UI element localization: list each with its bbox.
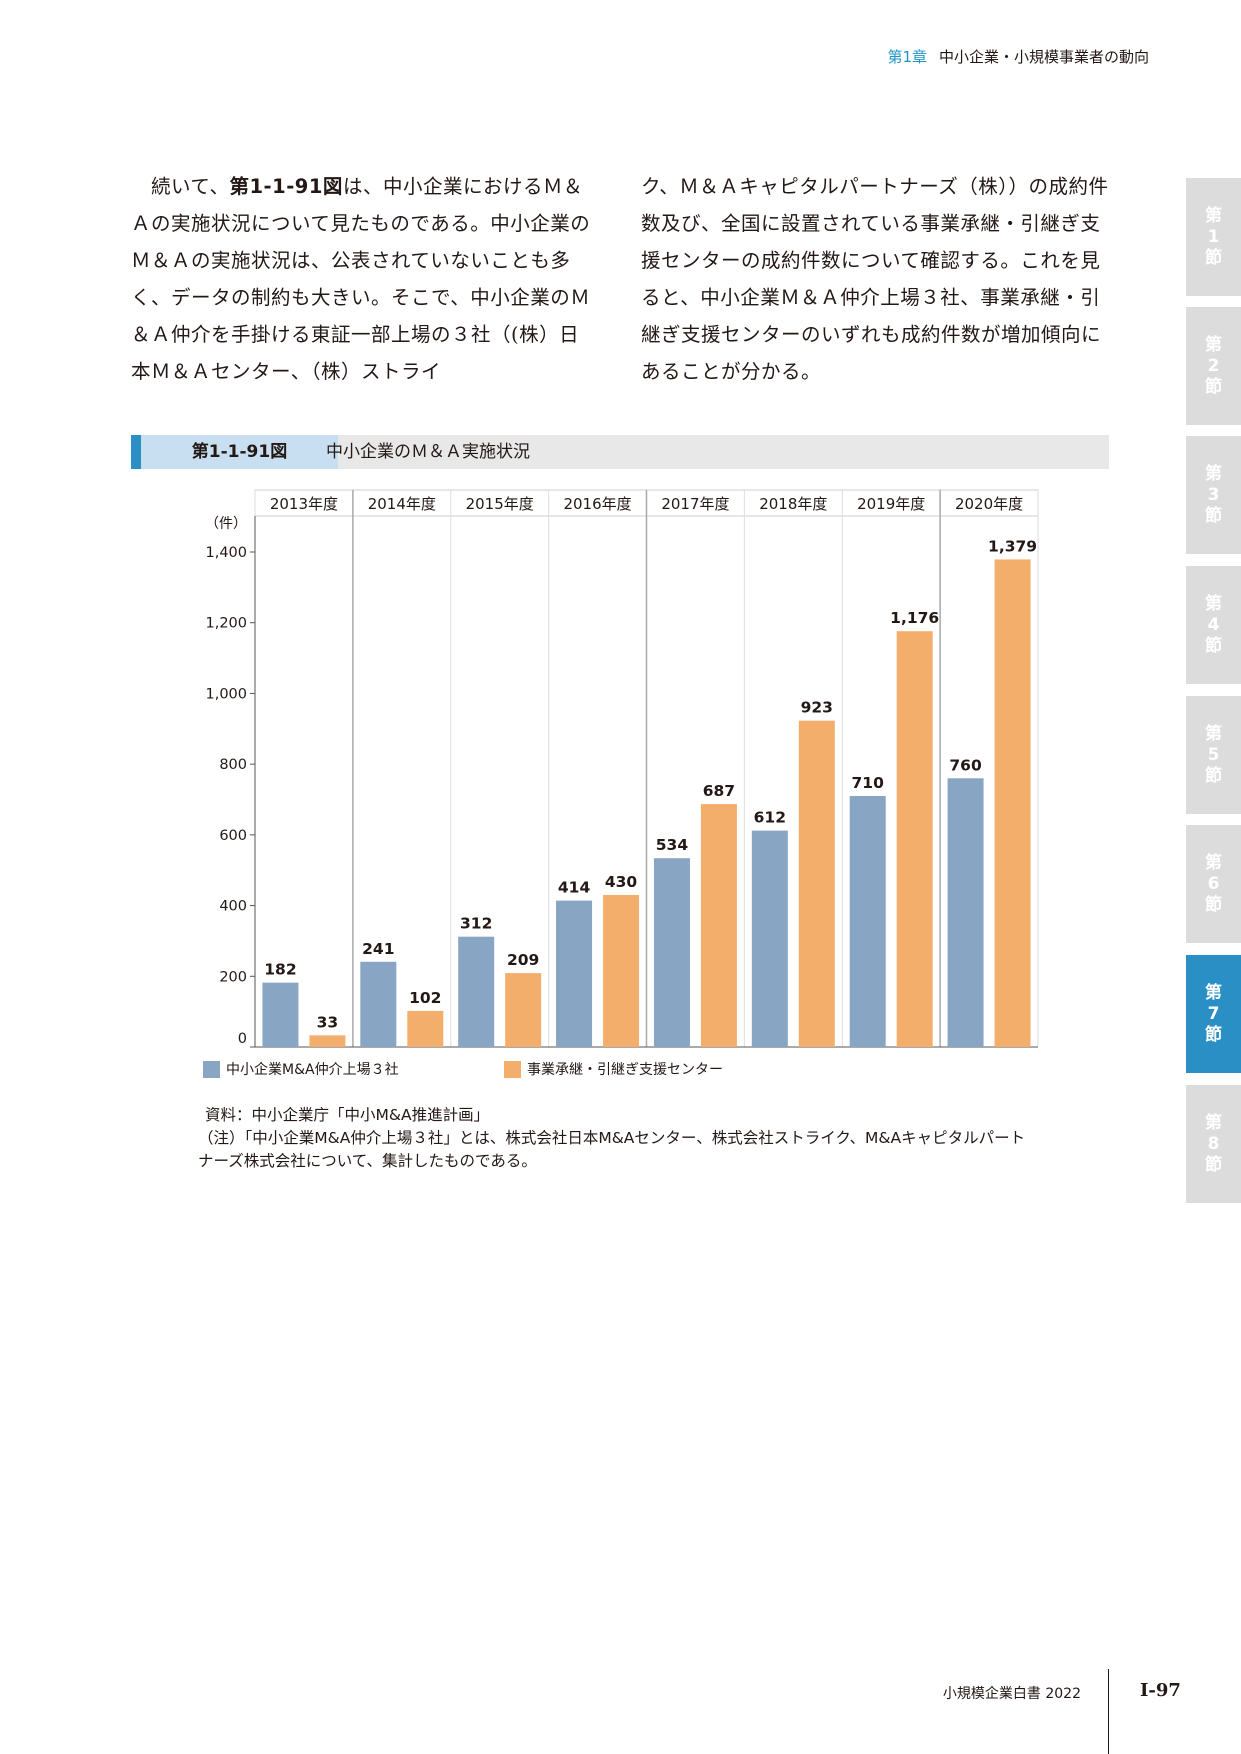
x-category-label: 2019年度: [857, 495, 925, 513]
legend-label-b: 事業承継・引継ぎ支援センター: [527, 1062, 723, 1078]
data-label-support-center: 33: [317, 1013, 339, 1031]
y-tick-label: 200: [219, 969, 247, 985]
data-label-listed-3: 241: [362, 940, 394, 958]
data-label-listed-3: 760: [949, 756, 982, 774]
figure-header: 第1-1-91図 中小企業のＭ＆Ａ実施状況: [131, 435, 1109, 469]
data-label-listed-3: 534: [656, 836, 689, 854]
y-axis-unit: （件）: [205, 516, 247, 532]
body-left-pre: 続いて、: [151, 175, 230, 198]
data-label-support-center: 923: [801, 699, 833, 717]
bar-support-center: [505, 973, 542, 1047]
x-category-label: 2018年度: [759, 495, 827, 513]
chapter-header: 第1章 中小企業・小規模事業者の動向: [887, 46, 1149, 67]
y-tick-label: 1,400: [205, 545, 247, 561]
figure-number: 第1-1-91図: [141, 435, 338, 469]
data-label-listed-3: 414: [558, 879, 591, 897]
bar-listed-3: [458, 936, 495, 1047]
data-label-support-center: 1,176: [890, 609, 939, 627]
bar-support-center: [798, 720, 835, 1047]
y-tick-label: 400: [219, 899, 247, 915]
bar-support-center: [603, 894, 640, 1047]
legend-swatch-b: [504, 1060, 521, 1078]
bar-support-center: [407, 1010, 444, 1047]
footer-book-title: 小規模企業白書 2022: [942, 1686, 1081, 1702]
legend-item-b: 事業承継・引継ぎ支援センター: [504, 1059, 723, 1079]
data-label-support-center: 687: [703, 782, 735, 800]
figure-reference[interactable]: 第1-1-91図: [229, 175, 343, 198]
x-category-label: 2016年度: [563, 495, 631, 513]
bar-listed-3: [849, 795, 886, 1047]
x-category-label: 2015年度: [466, 495, 534, 513]
bar-support-center: [309, 1035, 346, 1047]
bar-listed-3: [360, 961, 397, 1047]
bar-listed-3: [947, 778, 984, 1047]
body-left-post: は、中小企業におけるＭ＆Ａの実施状況について見たものである。中小企業のＭ＆Ａの実…: [131, 175, 591, 383]
bar-support-center: [896, 631, 933, 1047]
chapter-number: 第1章: [887, 48, 927, 66]
data-label-listed-3: 710: [852, 774, 885, 792]
y-tick-label: 0: [238, 1031, 247, 1047]
y-tick-label: 600: [219, 828, 247, 844]
bar-listed-3: [653, 858, 690, 1047]
y-tick-label: 1,000: [205, 686, 247, 702]
bar-chart: 0 200 400 600 800 1,000 1,200 1,400 （件） 2013年度 201…: [205, 489, 1039, 1048]
body-text-right: ク、Ｍ＆Ａキャピタルパートナーズ（株））の成約件数及び、全国に設置されている事業…: [641, 168, 1109, 390]
data-label-support-center: 209: [507, 951, 539, 969]
page-number: Ⅰ-97: [1140, 1680, 1181, 1701]
footnote: （注）「中小企業M&A仲介上場３社」とは、株式会社日本M&Aセンター、株式会社ス…: [198, 1129, 1026, 1170]
footer-divider: [1108, 1669, 1109, 1754]
data-label-support-center: 1,379: [988, 537, 1037, 555]
data-label-listed-3: 182: [264, 961, 296, 979]
x-category-label: 2017年度: [661, 495, 729, 513]
bar-listed-3: [262, 982, 299, 1047]
data-label-support-center: 102: [409, 989, 441, 1007]
bar-listed-3: [751, 830, 788, 1047]
y-tick-label: 1,200: [205, 616, 247, 632]
x-category-label: 2014年度: [368, 495, 436, 513]
legend-item-a: 中小企業M&A仲介上場３社: [203, 1059, 399, 1079]
data-label-support-center: 430: [605, 873, 638, 891]
source-note: 資料：中小企業庁「中小M&A推進計画」: [205, 1106, 490, 1124]
y-tick-label: 800: [219, 757, 247, 773]
x-category-label: 2013年度: [270, 495, 338, 513]
bar-support-center: [994, 559, 1031, 1047]
bar-support-center: [700, 804, 737, 1047]
x-category-label: 2020年度: [955, 495, 1023, 513]
data-label-listed-3: 312: [460, 915, 492, 933]
chapter-title: 中小企業・小規模事業者の動向: [938, 48, 1149, 66]
figure-title: 中小企業のＭ＆Ａ実施状況: [326, 442, 530, 462]
legend-label-a: 中小企業M&A仲介上場３社: [226, 1062, 399, 1078]
bar-listed-3: [556, 900, 593, 1047]
body-right: ク、Ｍ＆Ａキャピタルパートナーズ（株））の成約件数及び、全国に設置されている事業…: [641, 175, 1109, 383]
figure-header-accent: [131, 435, 141, 469]
data-label-listed-3: 612: [754, 809, 786, 827]
legend-swatch-a: [203, 1060, 220, 1078]
body-text-left: 続いて、第1-1-91図は、中小企業におけるＭ＆Ａの実施状況について見たものであ…: [131, 168, 599, 390]
